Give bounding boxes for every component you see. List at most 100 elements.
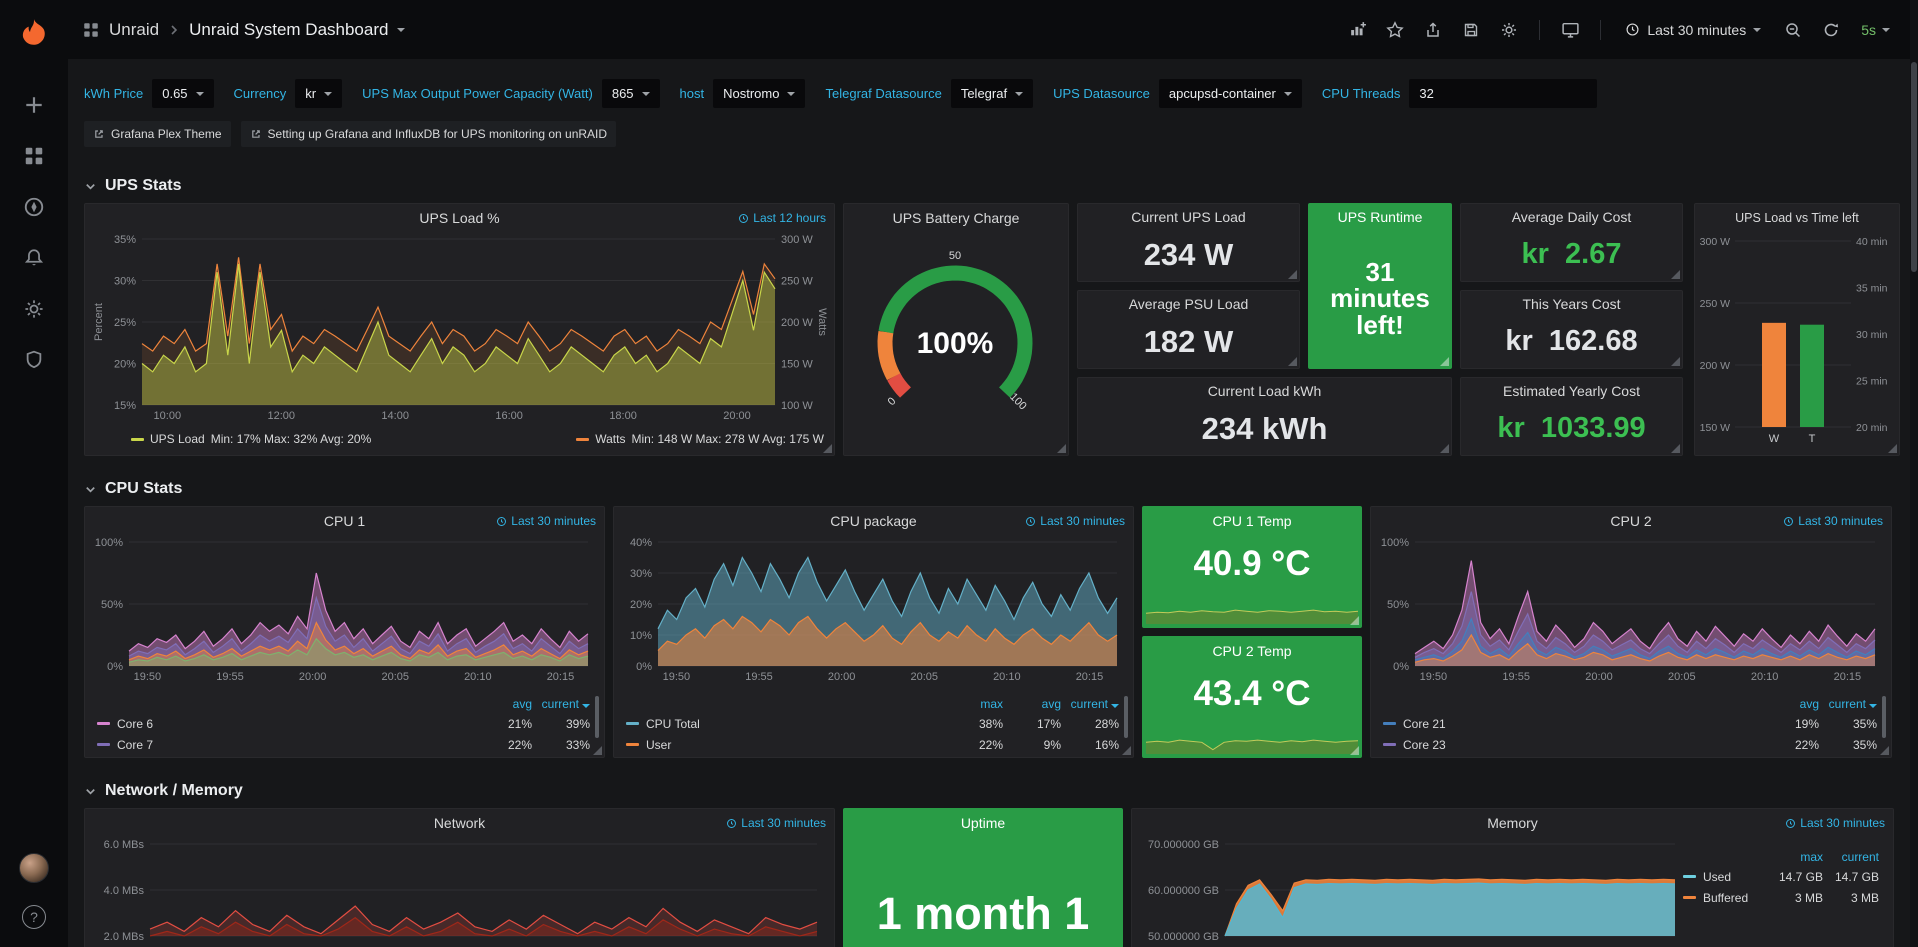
resize-handle[interactable] [1122, 746, 1131, 755]
settings-gear-icon[interactable] [1493, 14, 1525, 46]
panel-title[interactable]: Uptime [960, 814, 1006, 831]
ups-vs-time-bars-chart[interactable]: 300 W 250 W 200 W 150 W 40 min 35 min 30 min 25… [1695, 231, 1897, 449]
dashboard-scrollview[interactable]: kWh Price 0.65 Currency kr UPS Max Outpu… [68, 59, 1918, 947]
legend-col-header[interactable]: avg [512, 696, 532, 711]
star-icon[interactable] [1379, 14, 1411, 46]
help-icon[interactable]: ? [22, 905, 46, 929]
legend-col-header[interactable]: max [980, 696, 1003, 711]
resize-handle[interactable] [593, 746, 602, 755]
panel-title[interactable]: Estimated Yearly Cost [1503, 382, 1640, 399]
dashboard-link-ups-monitoring-guide[interactable]: Setting up Grafana and InfluxDB for UPS … [240, 121, 617, 147]
resize-handle[interactable] [823, 444, 832, 453]
refresh-icon[interactable] [1815, 14, 1847, 46]
resize-handle[interactable] [1057, 444, 1066, 453]
series-toggle[interactable]: Core 21 [1383, 717, 1761, 731]
save-icon[interactable] [1455, 14, 1487, 46]
legend-col-header[interactable]: avg [1041, 696, 1061, 711]
memory-chart[interactable]: 70.000000 GB 60.000000 GB 50.000000 GB [1137, 836, 1685, 943]
section-network-memory[interactable]: Network / Memory [84, 782, 1902, 800]
series-toggle[interactable]: Core 23 [1383, 738, 1761, 752]
variable-value-dropdown[interactable]: apcupsd-container [1158, 79, 1302, 108]
cpu-package-chart[interactable]: 40% 30% 20% 10% 0% 19:50 19:55 20:00 20:05 20:10 2… [618, 534, 1127, 686]
legend-col-header[interactable]: current [1841, 849, 1879, 864]
resize-handle[interactable] [1888, 444, 1897, 453]
section-cpu-stats[interactable]: CPU Stats [84, 480, 1902, 498]
grafana-logo-icon[interactable] [17, 12, 51, 56]
legend-col-header-sorted[interactable]: current [532, 697, 590, 711]
server-admin-shield-icon[interactable] [23, 349, 45, 371]
legend-col-header-sorted[interactable]: current [1061, 697, 1119, 711]
panel-title[interactable]: CPU 2 Temp [1212, 642, 1292, 659]
panel-title[interactable]: CPU 2 [1610, 512, 1652, 529]
panel-time-override[interactable]: Last 30 minutes [1785, 816, 1885, 830]
legend-col-header[interactable]: avg [1799, 696, 1819, 711]
series-toggle[interactable]: Core 7 [97, 738, 474, 752]
resize-handle[interactable] [1288, 357, 1297, 366]
breadcrumb-folder[interactable]: Unraid [109, 19, 160, 39]
panel-title[interactable]: This Years Cost [1522, 295, 1621, 312]
legend-col-header-sorted[interactable]: current [1819, 697, 1877, 711]
panel-title[interactable]: Network [433, 814, 486, 831]
chevron-down-icon[interactable] [397, 27, 406, 32]
zoom-out-icon[interactable] [1777, 14, 1809, 46]
series-toggle[interactable]: User [626, 738, 945, 752]
alerting-bell-icon[interactable] [23, 247, 45, 269]
resize-handle[interactable] [1671, 270, 1680, 279]
series-toggle[interactable]: Used [1683, 870, 1767, 884]
panel-title[interactable]: UPS Load % [419, 209, 500, 226]
legend-item[interactable]: UPS Load Min: 17% Max: 32% Avg: 20% [131, 432, 371, 446]
dashboard-link-grafana-plex-theme[interactable]: Grafana Plex Theme [84, 121, 231, 147]
legend-scrollbar[interactable] [1124, 696, 1128, 738]
panel-time-override[interactable]: Last 30 minutes [1025, 514, 1125, 528]
cpu2-chart[interactable]: 100% 50% 0% 19:50 19:55 20:00 20:05 20:10 20:15 [1375, 534, 1885, 686]
resize-handle[interactable] [1671, 444, 1680, 453]
configuration-gear-icon[interactable] [23, 298, 45, 320]
legend-scrollbar[interactable] [1882, 696, 1886, 738]
legend-item[interactable]: Watts Min: 148 W Max: 278 W Avg: 175 W [576, 432, 824, 446]
tv-mode-icon[interactable] [1554, 14, 1586, 46]
panel-title[interactable]: Current Load kWh [1207, 382, 1322, 399]
panel-title[interactable]: UPS Battery Charge [892, 209, 1020, 226]
variable-value-dropdown[interactable]: Nostromo [713, 79, 806, 108]
resize-handle[interactable] [1880, 746, 1889, 755]
panel-title[interactable]: Average Daily Cost [1511, 208, 1632, 225]
user-avatar[interactable] [19, 853, 49, 883]
series-toggle[interactable]: CPU Total [626, 717, 945, 731]
refresh-interval-picker[interactable]: 5s [1853, 17, 1898, 43]
resize-handle[interactable] [1350, 616, 1359, 625]
series-toggle[interactable]: Buffered [1683, 891, 1767, 905]
resize-handle[interactable] [1350, 746, 1359, 755]
network-chart[interactable]: 6.0 MBs 4.0 MBs 2.0 MBs [90, 836, 827, 943]
panel-title[interactable]: Average PSU Load [1128, 295, 1249, 312]
section-ups-stats[interactable]: UPS Stats [84, 177, 1902, 195]
panel-title[interactable]: CPU 1 Temp [1212, 512, 1292, 529]
variable-value-dropdown[interactable]: 0.65 [152, 79, 214, 108]
dashboard-title[interactable]: Unraid System Dashboard [189, 19, 389, 39]
dashboards-icon[interactable] [23, 145, 45, 167]
cpu-threads-input[interactable]: 32 [1409, 79, 1598, 108]
panel-time-override[interactable]: Last 12 hours [738, 211, 826, 225]
panel-title[interactable]: UPS Runtime [1337, 208, 1423, 225]
resize-handle[interactable] [1440, 444, 1449, 453]
dashboard-grid-icon[interactable] [82, 21, 100, 39]
panel-time-override[interactable]: Last 30 minutes [496, 514, 596, 528]
create-icon[interactable] [23, 94, 45, 116]
ups-load-chart[interactable]: 35% 30% 25% 20% 15% 300 W 250 W 200 W 150 W 100 W… [90, 231, 828, 425]
resize-handle[interactable] [1440, 357, 1449, 366]
legend-scrollbar[interactable] [595, 696, 599, 738]
panel-time-override[interactable]: Last 30 minutes [1783, 514, 1883, 528]
panel-time-override[interactable]: Last 30 minutes [726, 816, 826, 830]
panel-title[interactable]: UPS Load vs Time left [1735, 210, 1859, 225]
resize-handle[interactable] [1288, 270, 1297, 279]
variable-value-dropdown[interactable]: kr [295, 79, 343, 108]
variable-value-dropdown[interactable]: Telegraf [950, 79, 1034, 108]
page-scrollbar[interactable] [1910, 0, 1918, 947]
panel-title[interactable]: CPU package [830, 512, 917, 529]
resize-handle[interactable] [1671, 357, 1680, 366]
time-range-picker[interactable]: Last 30 minutes [1615, 17, 1771, 43]
share-icon[interactable] [1417, 14, 1449, 46]
explore-icon[interactable] [23, 196, 45, 218]
series-toggle[interactable]: Core 6 [97, 717, 474, 731]
panel-title[interactable]: Memory [1487, 814, 1538, 831]
add-panel-icon[interactable] [1341, 14, 1373, 46]
